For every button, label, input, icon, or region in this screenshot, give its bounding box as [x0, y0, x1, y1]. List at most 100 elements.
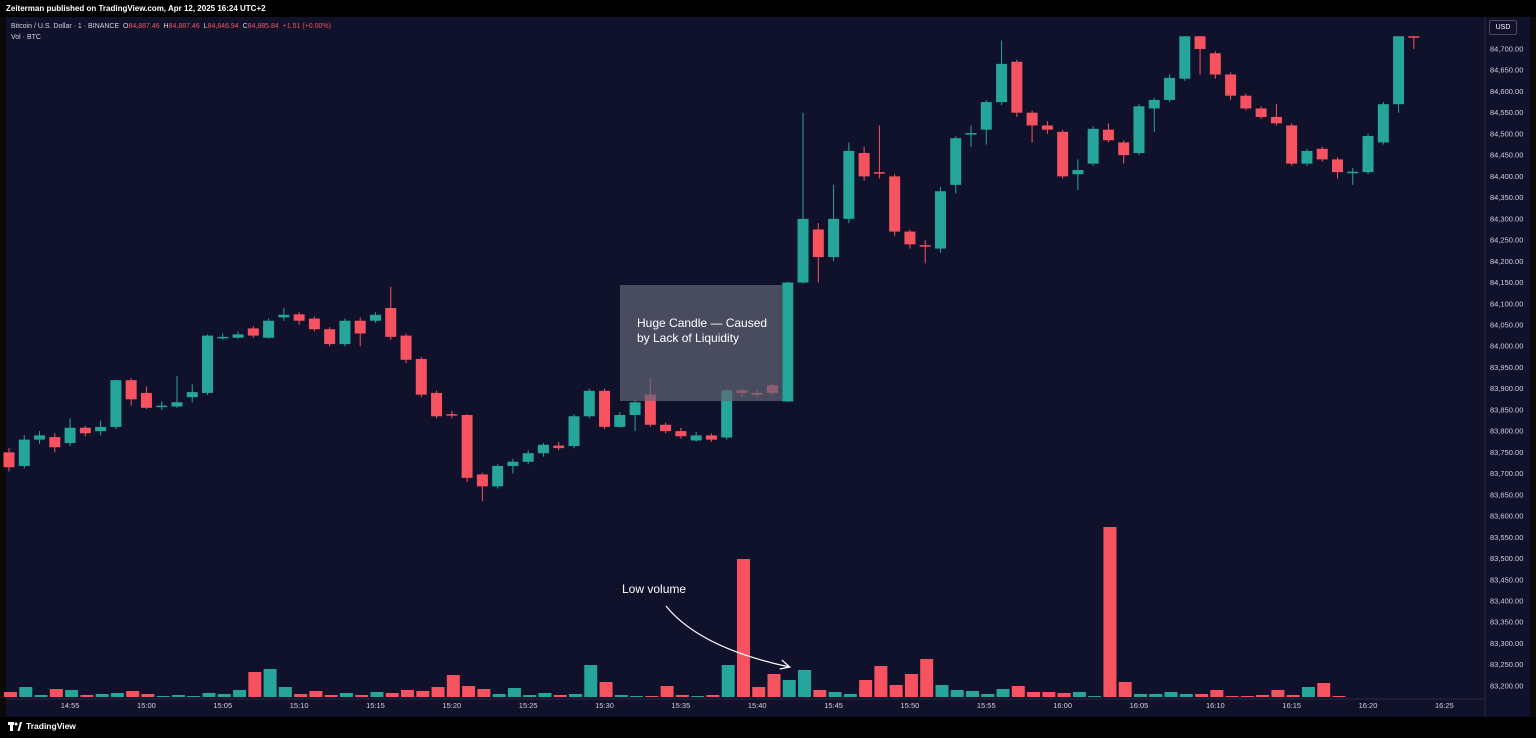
candle-body[interactable] — [812, 229, 824, 258]
candle-body[interactable] — [705, 435, 717, 440]
candle-body[interactable] — [1179, 36, 1191, 79]
candle-body[interactable] — [278, 314, 290, 318]
candle-body[interactable] — [64, 427, 76, 444]
candle-body[interactable] — [950, 138, 962, 185]
candle-body[interactable] — [934, 191, 946, 249]
candle-body[interactable] — [324, 329, 336, 345]
candle-body[interactable] — [446, 414, 458, 416]
candle-body[interactable] — [140, 392, 152, 408]
candle-body[interactable] — [492, 465, 504, 487]
candle-body[interactable] — [79, 427, 91, 434]
volume-bar — [996, 689, 1010, 697]
candle-body[interactable] — [3, 452, 15, 468]
candle-body[interactable] — [171, 402, 183, 407]
candle-body[interactable] — [629, 402, 641, 416]
candle-body[interactable] — [1087, 128, 1099, 164]
candle-body[interactable] — [1133, 106, 1145, 154]
candle-body[interactable] — [1225, 74, 1237, 96]
candle-body[interactable] — [339, 320, 351, 345]
candle-body[interactable] — [904, 231, 916, 245]
candle-body[interactable] — [721, 390, 733, 438]
candle-body[interactable] — [644, 394, 656, 425]
candle-body[interactable] — [1209, 53, 1221, 75]
candle-body[interactable] — [1301, 150, 1313, 164]
candle-body[interactable] — [125, 380, 137, 400]
candle-body[interactable] — [308, 318, 320, 330]
candle-body[interactable] — [614, 415, 626, 427]
candle-body[interactable] — [431, 392, 443, 417]
candle-body[interactable] — [293, 314, 305, 321]
candle-body[interactable] — [873, 172, 885, 174]
candle-body[interactable] — [1057, 131, 1069, 177]
candle-body[interactable] — [1164, 77, 1176, 100]
candle-body[interactable] — [1118, 142, 1130, 156]
candle-body[interactable] — [1377, 104, 1389, 143]
candle-body[interactable] — [1011, 61, 1023, 113]
candle-body[interactable] — [49, 437, 61, 448]
candle-body[interactable] — [996, 63, 1008, 103]
candle-body[interactable] — [369, 314, 381, 321]
candle-body[interactable] — [828, 218, 840, 258]
candle-body[interactable] — [1331, 159, 1343, 173]
candle-body[interactable] — [1072, 170, 1084, 175]
candle-body[interactable] — [583, 390, 595, 417]
candle-body[interactable] — [1194, 36, 1206, 49]
candle-body[interactable] — [95, 426, 107, 432]
candle-body[interactable] — [599, 390, 611, 427]
candle-body[interactable] — [858, 153, 870, 177]
candle-body[interactable] — [1347, 171, 1359, 174]
candle-body[interactable] — [507, 461, 519, 466]
candle-body[interactable] — [965, 133, 977, 135]
candle-body[interactable] — [18, 439, 30, 466]
volume-bar — [813, 690, 827, 697]
tradingview-logo[interactable]: TradingView — [8, 721, 76, 731]
chart-legend: Bitcoin / U.S. Dollar · 1 · BINANCE O84,… — [11, 21, 331, 43]
candle-body[interactable] — [1026, 112, 1038, 126]
candle-body[interactable] — [980, 102, 992, 130]
candle-body[interactable] — [1255, 108, 1267, 117]
candle-body[interactable] — [34, 435, 46, 440]
candle-body[interactable] — [1041, 125, 1053, 130]
candle-body[interactable] — [1270, 116, 1282, 124]
candle-body[interactable] — [1240, 95, 1252, 109]
candle-body[interactable] — [247, 328, 259, 336]
candle-body[interactable] — [354, 320, 366, 334]
candle-body[interactable] — [415, 358, 427, 395]
volume-bar — [1332, 696, 1346, 697]
candle-body[interactable] — [232, 334, 244, 338]
candle-body[interactable] — [1102, 129, 1114, 141]
candle-body[interactable] — [1148, 99, 1160, 109]
candle-body[interactable] — [1408, 36, 1420, 38]
candle-body[interactable] — [156, 405, 168, 408]
candle-body[interactable] — [186, 392, 198, 398]
candle-body[interactable] — [1286, 125, 1298, 164]
candle-body[interactable] — [690, 435, 702, 441]
candle-body[interactable] — [110, 380, 122, 427]
currency-selector[interactable]: USD — [1489, 20, 1517, 35]
candle-body[interactable] — [1362, 136, 1374, 173]
candle-body[interactable] — [568, 416, 580, 447]
candle-body[interactable] — [476, 474, 488, 487]
candle-body[interactable] — [522, 453, 534, 462]
candle-body[interactable] — [1316, 148, 1328, 160]
time-tick-label: 16:15 — [1282, 701, 1301, 710]
candle-body[interactable] — [400, 335, 412, 360]
candle-body[interactable] — [919, 245, 931, 247]
candle-body[interactable] — [385, 308, 397, 337]
candle-body[interactable] — [202, 335, 214, 393]
candle-body[interactable] — [1393, 36, 1405, 105]
volume-bar — [34, 695, 48, 697]
candle-body[interactable] — [843, 150, 855, 219]
candle-body[interactable] — [553, 445, 565, 449]
candle-body[interactable] — [537, 444, 549, 454]
candle-body[interactable] — [217, 336, 229, 339]
candle-body[interactable] — [461, 415, 473, 478]
volume-bar — [324, 695, 338, 697]
candle-body[interactable] — [263, 320, 275, 338]
candle-body[interactable] — [660, 424, 672, 432]
candle-body[interactable] — [797, 218, 809, 283]
candle-body[interactable] — [782, 282, 794, 402]
candle-body[interactable] — [675, 431, 687, 437]
candle-body[interactable] — [889, 176, 901, 232]
